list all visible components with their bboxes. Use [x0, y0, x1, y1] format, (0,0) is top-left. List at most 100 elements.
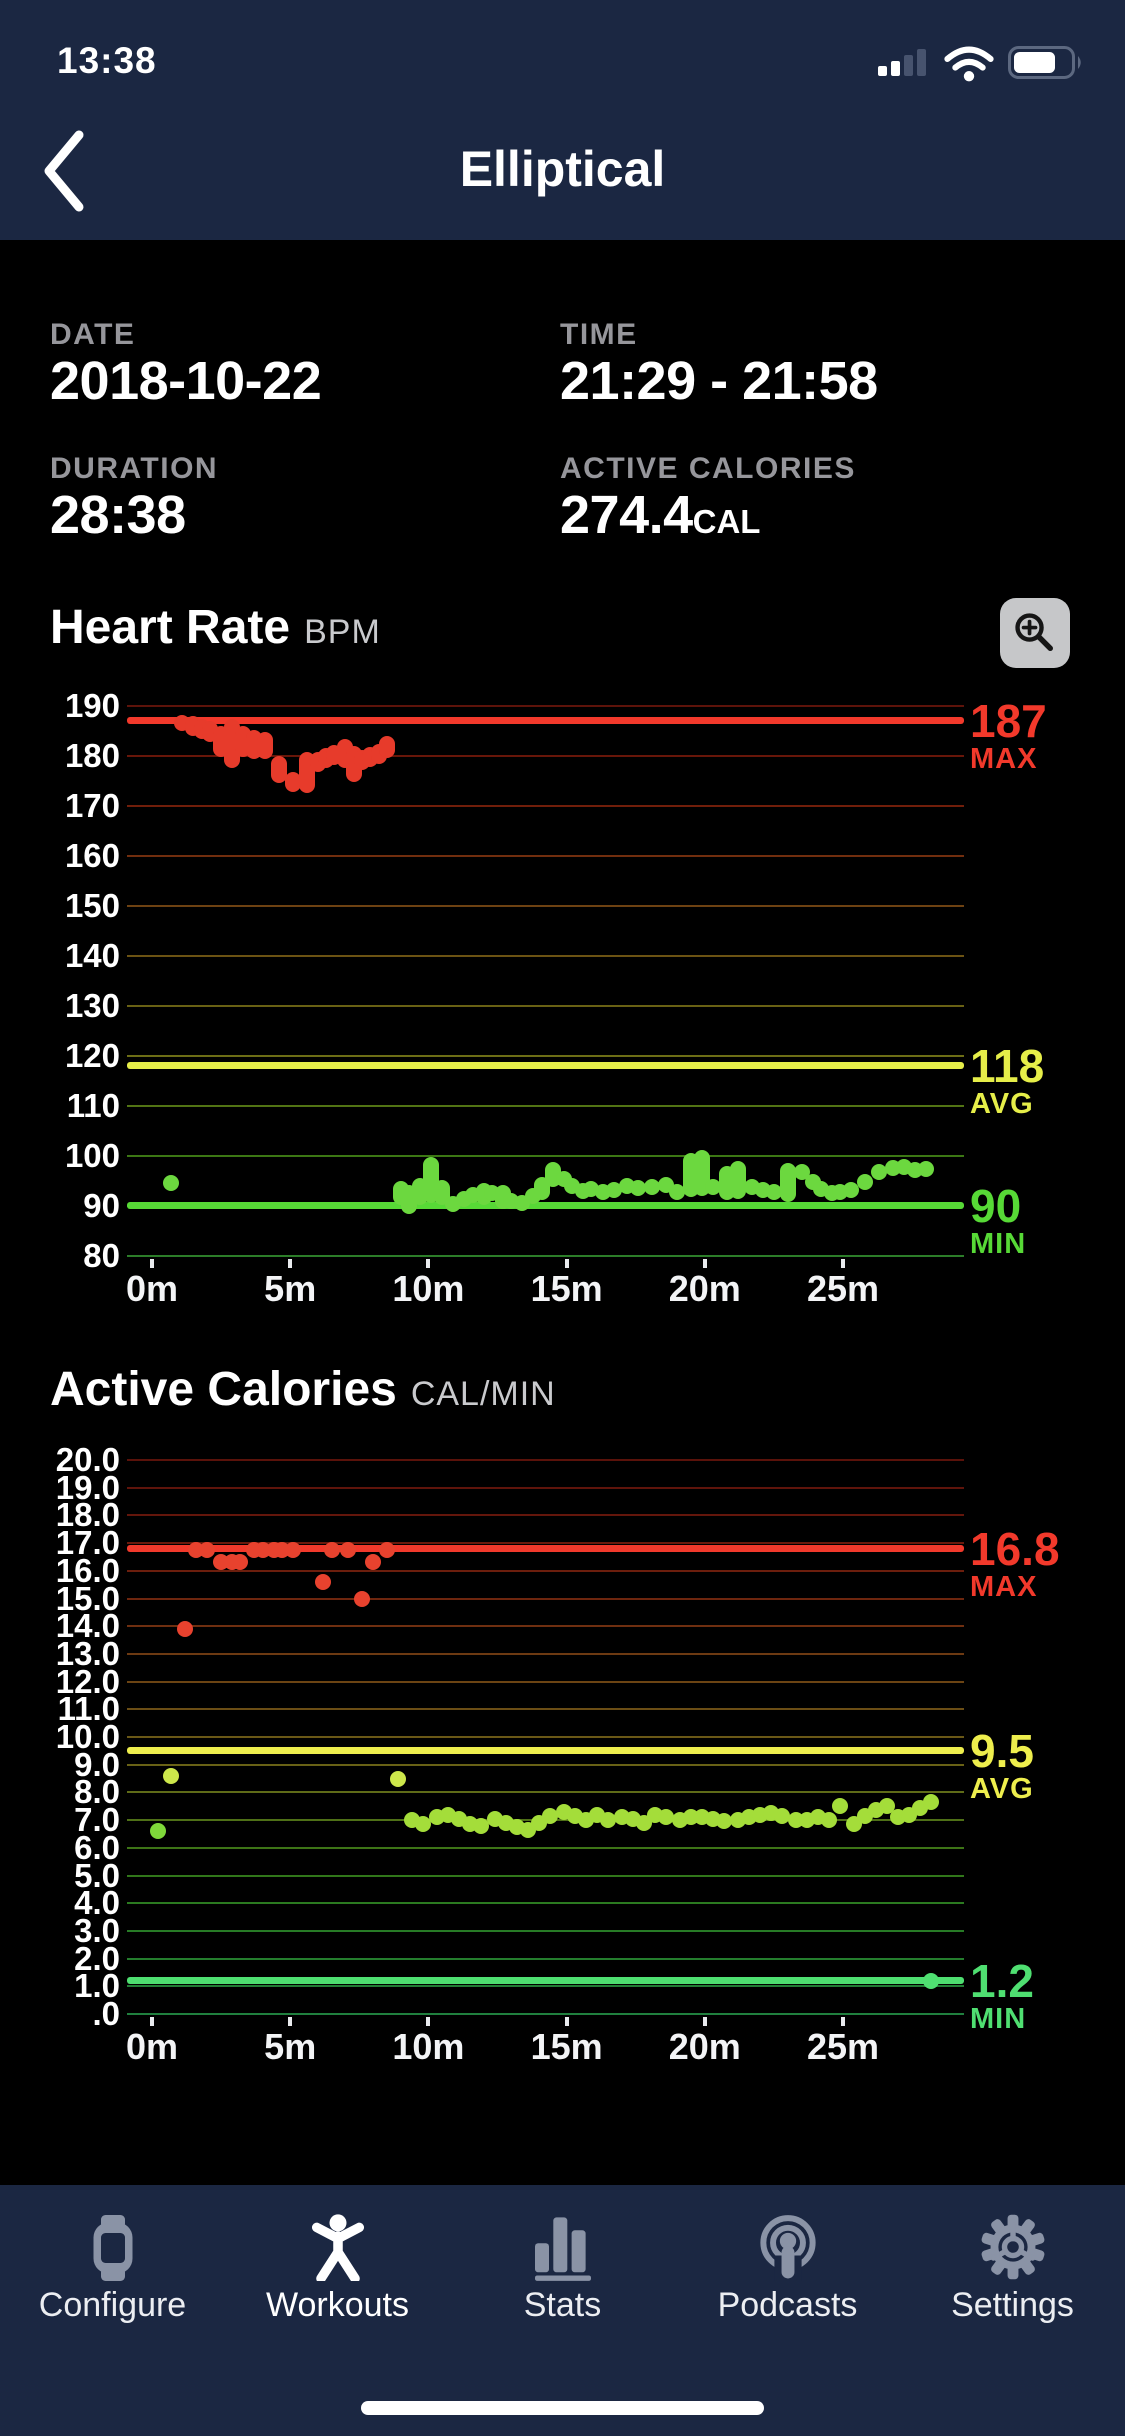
y-axis-label: 9.0 — [74, 1745, 120, 1783]
gridline-9.0 — [127, 1763, 964, 1766]
data-point — [870, 1164, 887, 1180]
tab-bar: Configure Workouts Stats Podcasts Settings — [0, 2185, 1125, 2436]
active-calories-unit: CAL/MIN — [410, 1375, 556, 1413]
data-point — [472, 1817, 489, 1834]
data-point — [669, 1184, 686, 1200]
data-point — [378, 736, 395, 758]
active-calories-title: Active Calories CAL/MIN — [50, 1362, 556, 1417]
x-axis-tick — [288, 1259, 293, 1268]
chevron-left-icon — [44, 130, 84, 212]
magnifier-plus-icon — [1015, 613, 1053, 651]
gridline-130 — [127, 1005, 964, 1007]
x-axis-label: 0m — [125, 1268, 179, 1309]
home-indicator[interactable] — [361, 2401, 764, 2415]
data-point — [414, 1816, 431, 1833]
x-axis-label: 10m — [392, 1268, 465, 1309]
gridline-170 — [127, 805, 964, 807]
x-axis-tick — [841, 1259, 845, 1268]
data-point — [765, 1184, 782, 1200]
data-point — [729, 1161, 746, 1199]
x-axis-label: 15m — [530, 1268, 603, 1309]
back-button[interactable] — [30, 128, 100, 214]
tab-item-settings[interactable]: Settings — [900, 2185, 1125, 2365]
gridline-190 — [127, 705, 964, 707]
max-value: 187 — [970, 695, 1047, 747]
y-axis-label: 7.0 — [74, 1801, 120, 1839]
data-point — [843, 1182, 860, 1198]
min-label: MIN — [970, 2002, 1027, 2035]
wifi-icon — [944, 46, 994, 82]
y-axis-label: 15.0 — [55, 1579, 120, 1617]
y-axis-label: 18.0 — [55, 1496, 120, 1534]
duration-label: DURATION — [50, 452, 219, 485]
tab-item-workouts[interactable]: Workouts — [225, 2185, 450, 2365]
y-axis-label: 6.0 — [74, 1828, 120, 1866]
gridline-80 — [127, 1255, 964, 1257]
x-axis-label: 20m — [668, 2026, 741, 2067]
active-calories-label: ACTIVE CALORIES — [560, 452, 856, 485]
avg-value: 118 — [970, 1040, 1045, 1092]
min-label: MIN — [970, 1228, 1027, 1260]
gridline-110 — [127, 1105, 964, 1107]
max-line — [127, 717, 964, 724]
avg-label: AVG — [970, 1772, 1034, 1805]
gridline-16.0 — [127, 1569, 964, 1572]
gridline-6.0 — [127, 1846, 964, 1849]
tab-label-podcasts: Podcasts — [717, 2286, 858, 2324]
gridline-160 — [127, 855, 964, 857]
tab-label-workouts: Workouts — [266, 2286, 409, 2324]
x-axis-tick — [426, 2017, 431, 2026]
gridline-120 — [127, 1055, 964, 1057]
tab-label-configure: Configure — [38, 2286, 187, 2324]
data-point — [832, 1798, 849, 1815]
workout-person-icon — [225, 2201, 450, 2281]
min-value: 90 — [970, 1180, 1022, 1232]
active-calories-value: 274.4CAL — [560, 486, 760, 551]
y-axis-label: 110 — [66, 1087, 120, 1124]
y-axis-label: 20.0 — [55, 1441, 120, 1478]
heart-rate-unit: BPM — [304, 613, 381, 651]
tab-item-podcasts[interactable]: Podcasts — [675, 2185, 900, 2365]
data-point — [199, 1542, 216, 1559]
data-point — [705, 1179, 722, 1195]
gridline-2.0 — [127, 1957, 964, 1960]
data-point — [177, 1620, 194, 1637]
data-point — [917, 1161, 934, 1177]
active-calories-number: 274.4 — [560, 485, 693, 545]
x-axis-label: 10m — [392, 2026, 465, 2067]
data-point — [163, 1175, 180, 1191]
gridline-150 — [127, 905, 964, 907]
date-label: DATE — [50, 318, 136, 351]
y-axis-label: 100 — [64, 1137, 120, 1174]
y-axis-label: 2.0 — [74, 1939, 120, 1977]
data-point — [542, 1807, 559, 1824]
data-point — [821, 1812, 838, 1829]
x-axis-tick — [564, 2017, 569, 2026]
max-value: 16.8 — [970, 1522, 1060, 1575]
x-axis-tick — [150, 1259, 154, 1268]
gridline-14.0 — [127, 1625, 964, 1628]
data-point — [323, 1542, 340, 1559]
y-axis-label: 180 — [64, 737, 120, 774]
max-label: MAX — [970, 1570, 1038, 1603]
x-axis-tick — [150, 2017, 154, 2026]
data-point — [774, 1807, 791, 1824]
y-axis-label: 1.0 — [74, 1967, 120, 2005]
x-axis-tick — [288, 2017, 293, 2026]
data-point — [658, 1809, 675, 1826]
cellular-signal-icon — [878, 49, 926, 76]
chart-zoom-button[interactable] — [1000, 598, 1070, 668]
tab-item-configure[interactable]: Configure — [0, 2185, 225, 2365]
data-point — [716, 1813, 733, 1830]
data-point — [365, 1554, 382, 1571]
gridline-4.0 — [127, 1902, 964, 1905]
max-line — [127, 1544, 964, 1552]
gridline-17.0 — [127, 1542, 964, 1545]
tab-label-settings: Settings — [951, 2286, 1074, 2324]
data-point — [354, 1590, 371, 1607]
tab-item-stats[interactable]: Stats — [450, 2185, 675, 2365]
data-point — [923, 1794, 940, 1811]
y-axis-label: 160 — [64, 837, 120, 874]
x-axis-label: 5m — [264, 2026, 317, 2067]
gridline-.0 — [127, 2013, 964, 2015]
